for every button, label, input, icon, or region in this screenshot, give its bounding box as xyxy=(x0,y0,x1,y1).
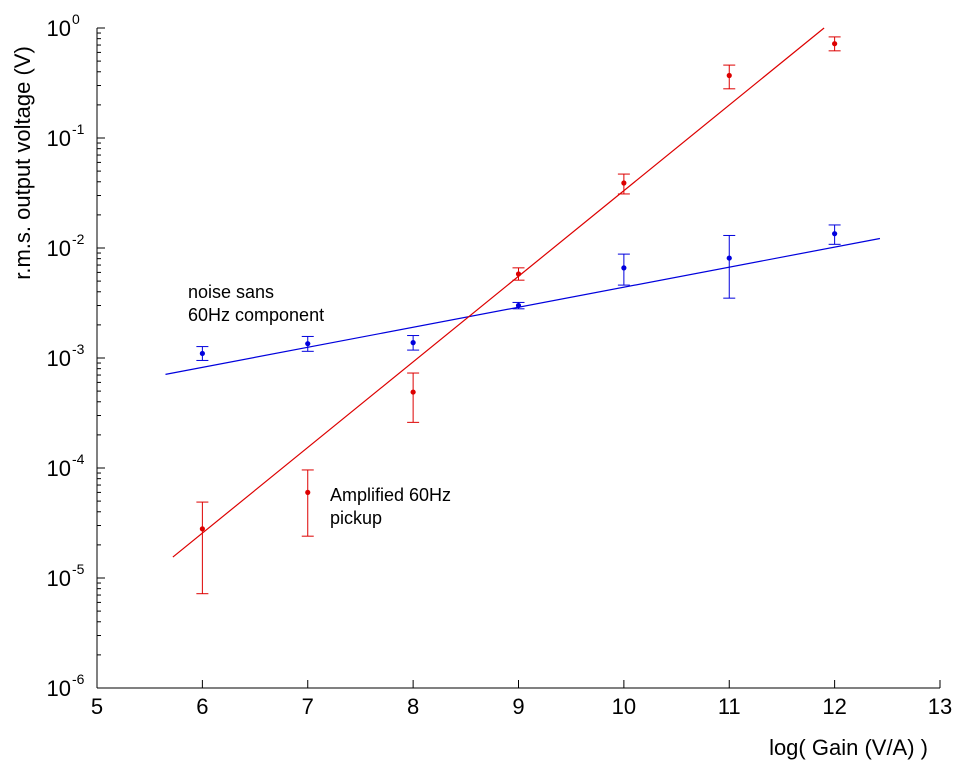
data-point xyxy=(515,302,522,309)
data-point xyxy=(726,72,732,79)
y-tick-exponent: -2 xyxy=(72,231,85,247)
x-tick-label: 13 xyxy=(928,694,952,719)
data-point xyxy=(305,341,311,347)
annotation-pickup: Amplified 60Hz pickup xyxy=(330,485,456,528)
data-point xyxy=(305,489,311,496)
x-tick-label: 6 xyxy=(196,694,208,719)
y-tick-base: 10 xyxy=(47,236,71,261)
series-1 xyxy=(172,27,841,595)
y-axis-label: r.m.s. output voltage (V) xyxy=(10,46,35,280)
y-tick-label: 10 xyxy=(47,676,71,701)
plot-area xyxy=(165,27,881,595)
annotation-pickup-line-2: pickup xyxy=(330,508,382,528)
x-tick-label: 7 xyxy=(302,694,314,719)
y-tick-exponent: -5 xyxy=(72,561,85,577)
data-point xyxy=(410,340,416,346)
x-tick-label: 9 xyxy=(512,694,524,719)
series-0 xyxy=(165,224,881,375)
x-axis-label: log( Gain (V/A) ) xyxy=(769,735,928,760)
y-tick-exponent: -6 xyxy=(72,671,85,687)
y-tick-label: 10 xyxy=(47,16,71,41)
y-tick-base: 10 xyxy=(47,16,71,41)
annotation-noise-line-1: noise sans xyxy=(188,282,274,302)
data-point xyxy=(410,389,416,395)
labels: log( Gain (V/A) ) r.m.s. output voltage … xyxy=(10,46,928,760)
y-tick-label: 10 xyxy=(47,236,71,261)
data-point xyxy=(726,255,732,261)
data-point xyxy=(621,265,627,271)
annotation-noise-line-2: 60Hz component xyxy=(188,305,324,325)
data-point xyxy=(832,231,838,237)
y-tick-exponent: -1 xyxy=(72,121,85,137)
y-tick-base: 10 xyxy=(47,676,71,701)
annotation-noise: noise sans 60Hz component xyxy=(188,282,324,325)
y-tick-label: 10 xyxy=(47,126,71,151)
fit-line xyxy=(172,27,825,558)
y-tick-base: 10 xyxy=(47,456,71,481)
data-point xyxy=(832,41,838,47)
data-point xyxy=(199,526,205,532)
data-point xyxy=(621,180,627,186)
y-tick-exponent: -3 xyxy=(72,341,85,357)
y-tick-exponent: -4 xyxy=(72,451,85,467)
fit-line xyxy=(165,237,881,375)
y-tick-base: 10 xyxy=(47,346,71,371)
annotation-pickup-line-1: Amplified 60Hz xyxy=(330,485,451,505)
y-tick-label: 10 xyxy=(47,346,71,371)
data-point xyxy=(199,350,205,357)
x-tick-label: 10 xyxy=(612,694,636,719)
x-tick-label: 11 xyxy=(718,694,741,719)
x-tick-label: 12 xyxy=(822,694,846,719)
y-tick-label: 10 xyxy=(47,566,71,591)
x-tick-label: 5 xyxy=(91,694,103,719)
data-point xyxy=(515,271,522,277)
y-tick-label: 10 xyxy=(47,456,71,481)
y-tick-base: 10 xyxy=(47,126,71,151)
x-tick-label: 8 xyxy=(407,694,419,719)
y-tick-exponent: 0 xyxy=(72,11,80,27)
y-tick-base: 10 xyxy=(47,566,71,591)
